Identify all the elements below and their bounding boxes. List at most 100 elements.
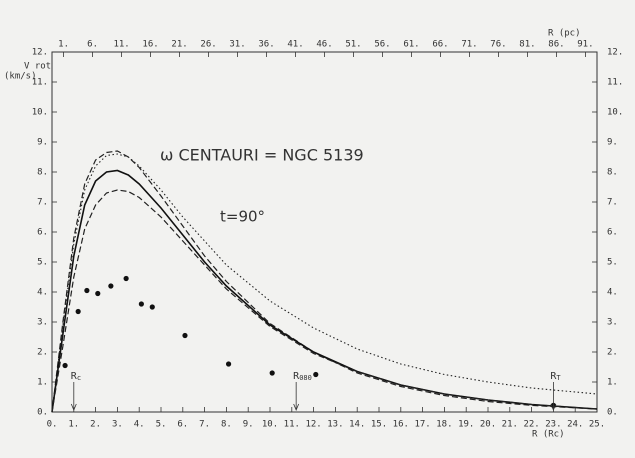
x-tick-label: 3. [112, 420, 123, 430]
x-tick-label: 15. [371, 420, 387, 430]
x-tick-label: 4. [134, 420, 145, 430]
data-point [108, 283, 114, 289]
x-tick-label: 21. [502, 420, 518, 430]
x2-axis-label: R (pc) [548, 29, 581, 39]
marker-arrowhead [70, 403, 77, 412]
x2-tick-label: 21. [171, 40, 187, 50]
y-tick-label: 4. [607, 288, 618, 298]
marker-label-main: R [550, 371, 557, 382]
x-tick-label: 16. [393, 420, 409, 430]
y-tick-label: 7. [37, 198, 48, 208]
marker-label-main: R [71, 371, 78, 382]
x2-tick-label: 31. [229, 40, 245, 50]
x2-tick-label: 41. [287, 40, 303, 50]
chart-title: ω CENTAURI = NGC 5139 [160, 146, 364, 165]
data-point [225, 361, 232, 367]
y-tick-label: 8. [37, 168, 48, 178]
y-tick-label: 6. [607, 228, 618, 238]
marker-label: R080 [293, 371, 312, 382]
marker-label-sub: 080 [299, 374, 312, 382]
marker-label: Rc [71, 371, 81, 382]
y-tick-label: 7. [607, 198, 618, 208]
marker-arrowhead [550, 403, 557, 412]
data-point [123, 275, 129, 282]
y-tick-label: 0. [37, 408, 48, 418]
x2-tick-label: 81. [519, 40, 535, 50]
x-tick-label: 12. [305, 420, 321, 430]
data-point [269, 370, 275, 376]
x-tick-label: 11. [284, 420, 300, 430]
y-tick-label: 12. [607, 48, 623, 58]
x-tick-label: 24. [567, 420, 583, 430]
x-tick-label: 6. [177, 420, 188, 430]
data-point [138, 301, 144, 307]
y-tick-label: 1. [607, 378, 618, 388]
data-point [84, 287, 90, 294]
data-point [95, 290, 101, 297]
x-tick-label: 23. [545, 420, 561, 430]
y-tick-label: 11. [32, 78, 48, 88]
x2-tick-label: 86. [548, 40, 564, 50]
x-tick-label: 22. [523, 420, 539, 430]
x-tick-label: 19. [458, 420, 474, 430]
x-tick-label: 7. [199, 420, 210, 430]
y-tick-label: 8. [607, 168, 618, 178]
y-tick-label: 6. [37, 228, 48, 238]
y-tick-label: 4. [37, 288, 48, 298]
x-tick-label: 25. [589, 420, 605, 430]
y-axis-label: (km/s) [4, 72, 37, 82]
y-tick-label: 3. [37, 318, 48, 328]
x-tick-label: 14. [349, 420, 365, 430]
x-axis-label: R (Rc) [532, 430, 565, 440]
y-tick-label: 9. [37, 138, 48, 148]
y-tick-label: 12. [32, 48, 48, 58]
x2-tick-label: 61. [403, 40, 419, 50]
y-tick-label: 5. [607, 258, 618, 268]
curve [51, 153, 598, 413]
y-tick-label: 0. [607, 408, 618, 418]
y-tick-label: 1. [37, 378, 48, 388]
y-tick-label: 11. [607, 78, 623, 88]
x2-tick-label: 1. [58, 40, 69, 50]
marker-arrowhead [293, 403, 300, 412]
x2-tick-label: 71. [461, 40, 477, 50]
marker-label: RT [550, 371, 561, 382]
x2-tick-label: 91. [577, 40, 593, 50]
x2-tick-label: 51. [345, 40, 361, 50]
x2-tick-label: 6. [87, 40, 98, 50]
x-tick-label: 17. [414, 420, 430, 430]
y-tick-label: 3. [607, 318, 618, 328]
data-point [149, 304, 155, 310]
y-tick-label: 2. [607, 348, 618, 358]
x-tick-label: 2. [90, 420, 101, 430]
x-tick-label: 1. [68, 420, 79, 430]
x2-tick-label: 26. [200, 40, 216, 50]
marker-label-sub: T [556, 374, 561, 382]
x2-tick-label: 66. [432, 40, 448, 50]
x2-tick-label: 46. [316, 40, 332, 50]
curve [51, 189, 598, 413]
x-tick-label: 9. [243, 420, 254, 430]
marker-label-sub: c [77, 374, 81, 382]
data-point [313, 371, 319, 378]
y-tick-label: 10. [32, 108, 48, 118]
x-tick-label: 20. [480, 420, 496, 430]
x-tick-label: 18. [436, 420, 452, 430]
x-tick-label: 10. [262, 420, 278, 430]
x-tick-label: 13. [327, 420, 343, 430]
x2-tick-label: 76. [490, 40, 506, 50]
y-tick-label: 9. [607, 138, 618, 148]
x2-tick-label: 56. [374, 40, 390, 50]
x-tick-label: 8. [221, 420, 232, 430]
x2-tick-label: 11. [113, 40, 129, 50]
curve [51, 150, 598, 413]
chart-subtitle: t=90° [220, 208, 265, 226]
data-point [182, 332, 188, 339]
y-tick-label: 5. [37, 258, 48, 268]
data-point [62, 362, 68, 369]
x2-tick-label: 36. [258, 40, 274, 50]
y-tick-label: 2. [37, 348, 48, 358]
x2-tick-label: 16. [142, 40, 158, 50]
